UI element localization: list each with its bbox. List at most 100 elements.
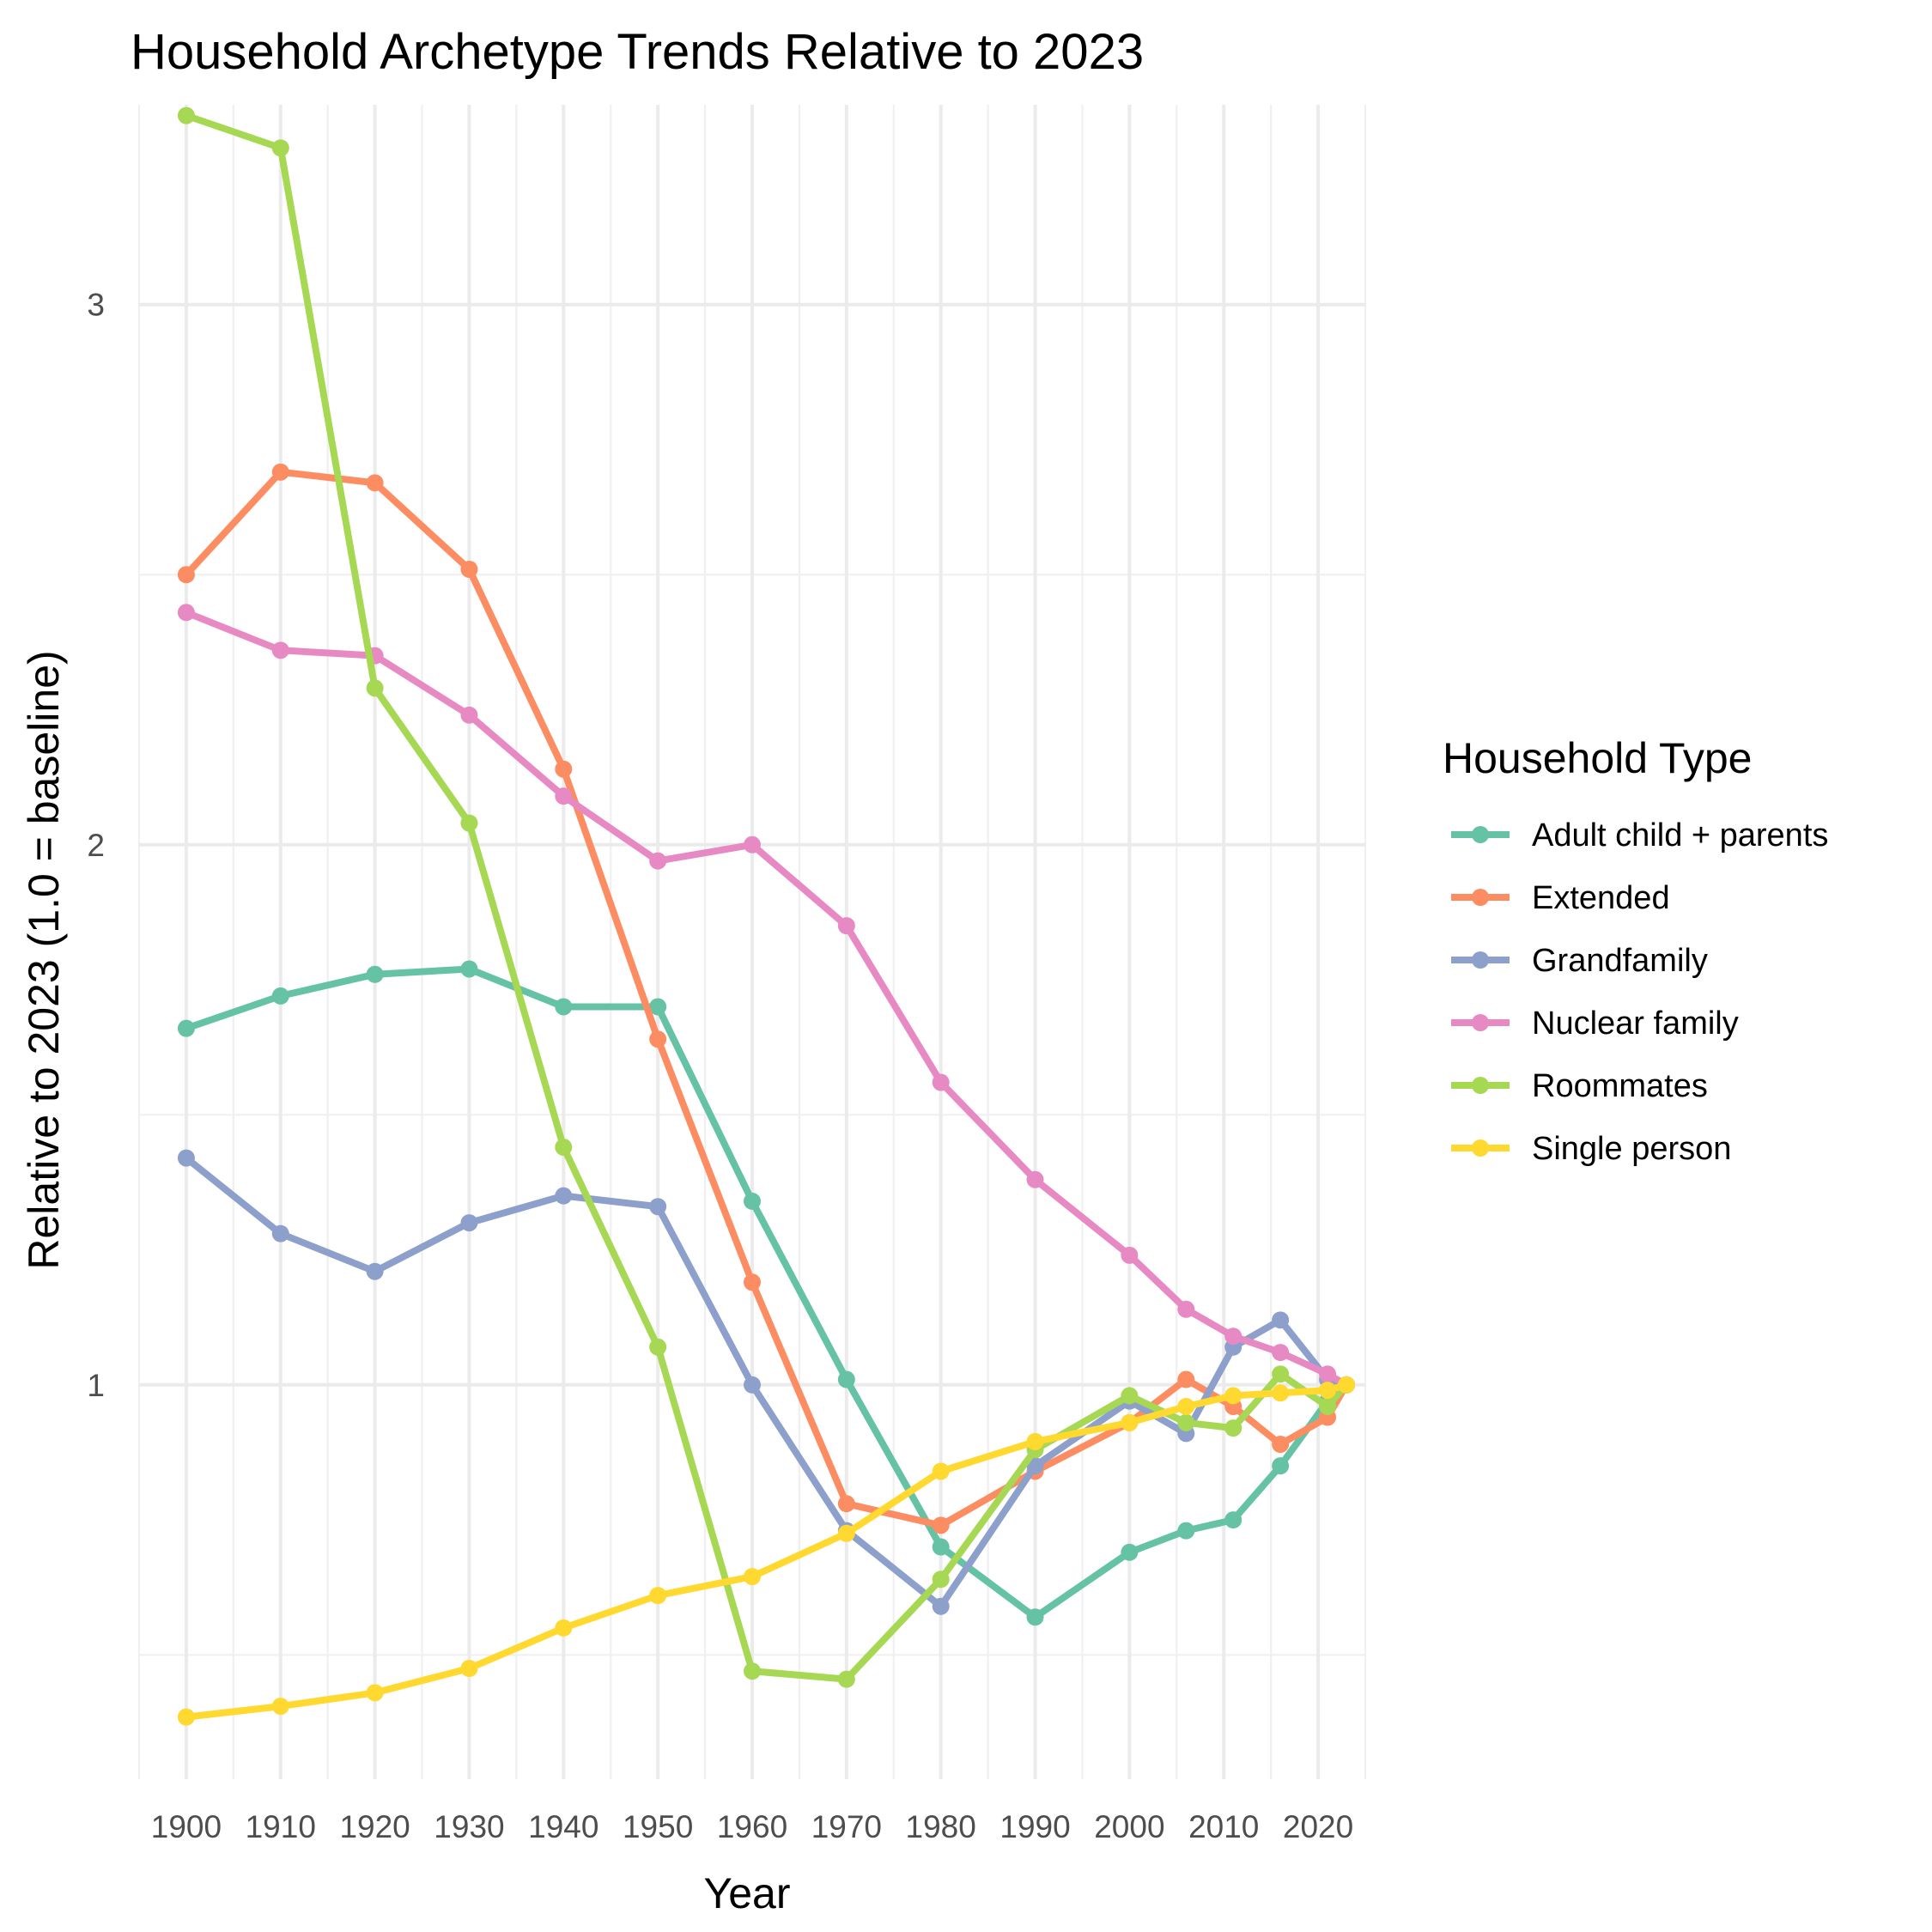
data-point <box>1272 1311 1290 1329</box>
series-line <box>182 965 1350 1621</box>
data-point <box>555 787 573 805</box>
data-point <box>177 566 195 584</box>
data-point <box>744 1192 761 1210</box>
data-point <box>932 1571 950 1589</box>
data-point <box>460 1214 478 1232</box>
x-tick-label: 1970 <box>811 1809 882 1844</box>
data-point <box>744 1273 761 1291</box>
data-point <box>1177 1370 1195 1388</box>
legend-item: Extended <box>1451 880 1670 916</box>
data-point <box>1177 1300 1195 1318</box>
data-point <box>1224 1511 1242 1529</box>
x-tick-label: 1950 <box>623 1809 693 1844</box>
data-point <box>1121 1246 1139 1264</box>
data-point <box>555 1139 573 1157</box>
series-extended <box>177 463 1356 1534</box>
x-tick-label: 2020 <box>1283 1809 1353 1844</box>
data-point <box>744 1662 761 1680</box>
data-point <box>177 1149 195 1167</box>
data-point <box>837 917 855 935</box>
data-point <box>460 960 478 978</box>
data-point <box>649 852 667 870</box>
series-line <box>182 1154 1350 1610</box>
legend-label: Roommates <box>1532 1068 1708 1104</box>
data-point <box>177 106 195 125</box>
data-point <box>649 1338 667 1356</box>
series-single-person <box>177 1376 1356 1726</box>
legend-key-point <box>1472 1077 1489 1094</box>
legend-label: Grandfamily <box>1532 943 1708 979</box>
data-point <box>1121 1543 1139 1561</box>
data-point <box>932 1597 950 1615</box>
data-point <box>744 835 761 854</box>
data-point <box>1026 1170 1044 1188</box>
data-point <box>1338 1376 1356 1394</box>
chart-title: Household Archetype Trends Relative to 2… <box>131 24 1144 80</box>
data-point <box>177 1708 195 1726</box>
data-point <box>837 1495 855 1513</box>
data-point <box>460 1660 478 1678</box>
data-point <box>555 760 573 778</box>
x-tick-label: 1990 <box>999 1809 1070 1844</box>
y-tick-label: 2 <box>87 828 105 863</box>
legend-key-point <box>1472 951 1489 969</box>
series-line <box>182 112 1350 1683</box>
data-point <box>366 474 384 492</box>
data-point <box>932 1073 950 1091</box>
data-point <box>366 1684 384 1702</box>
legend-items: Adult child + parents Extended Grandfamily… <box>1451 817 1828 1167</box>
data-point <box>555 1619 573 1637</box>
data-point <box>1272 1344 1290 1362</box>
data-point <box>555 1187 573 1205</box>
legend-key-point <box>1472 826 1489 843</box>
y-tick-label: 1 <box>87 1368 105 1403</box>
data-point <box>555 998 573 1016</box>
legend-item: Grandfamily <box>1451 943 1708 979</box>
data-point <box>1224 1327 1242 1346</box>
legend-key-point <box>1472 889 1489 906</box>
legend-item: Adult child + parents <box>1451 817 1828 854</box>
data-point <box>649 1030 667 1048</box>
data-point <box>366 679 384 697</box>
series-line <box>182 468 1350 1529</box>
legend-key-point <box>1472 1014 1489 1031</box>
series-line <box>182 1381 1350 1721</box>
data-point <box>1224 1387 1242 1405</box>
x-tick-label: 1920 <box>339 1809 410 1844</box>
data-point <box>271 139 289 157</box>
data-point <box>1272 1436 1290 1453</box>
x-tick-label: 2010 <box>1188 1809 1259 1844</box>
series-group <box>177 106 1356 1726</box>
data-point <box>177 1019 195 1037</box>
data-point <box>1224 1419 1242 1437</box>
data-point <box>837 1670 855 1688</box>
data-point <box>1177 1522 1195 1540</box>
axes: 1900 1910 1920 1930 1940 1950 1960 1970 1980 1990… <box>87 288 1353 1844</box>
data-point <box>460 814 478 832</box>
legend-item: Roommates <box>1451 1068 1708 1104</box>
series-roommates <box>177 106 1356 1688</box>
y-tick-label: 3 <box>87 288 105 323</box>
data-point <box>1177 1413 1195 1431</box>
data-point <box>460 560 478 578</box>
grid <box>137 105 1367 1779</box>
data-point <box>837 1370 855 1388</box>
legend: Household Type Adult child + parents Exte… <box>1443 734 1828 1167</box>
data-point <box>649 1198 667 1216</box>
data-point <box>744 1376 761 1394</box>
legend-item: Nuclear family <box>1451 1005 1739 1042</box>
data-point <box>177 604 195 622</box>
legend-key-point <box>1472 1139 1489 1157</box>
data-point <box>1319 1382 1337 1400</box>
x-tick-label: 1960 <box>717 1809 787 1844</box>
data-point <box>1026 1608 1044 1626</box>
data-point <box>1272 1365 1290 1383</box>
legend-title: Household Type <box>1443 734 1752 782</box>
data-point <box>932 1516 950 1534</box>
data-point <box>271 641 289 659</box>
legend-label: Extended <box>1532 880 1670 916</box>
data-point <box>366 1262 384 1280</box>
data-point <box>1121 1387 1139 1405</box>
data-point <box>744 1568 761 1586</box>
